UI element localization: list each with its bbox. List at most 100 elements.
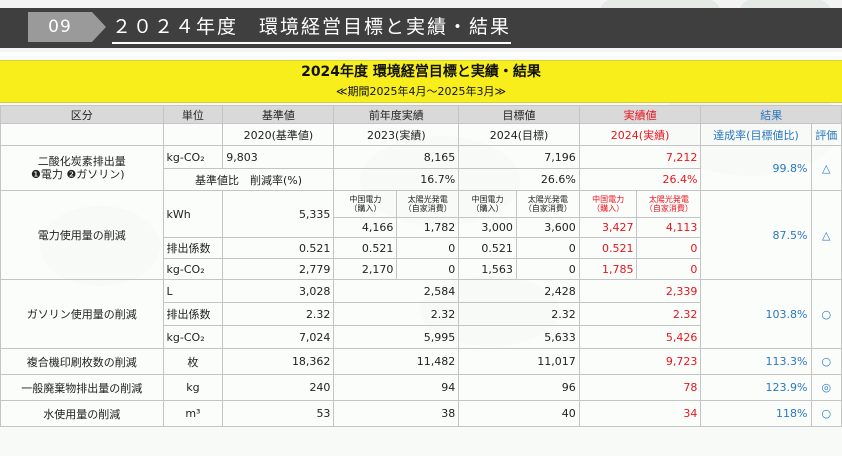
table-row: 基準値比 削減率(%) 16.7% 26.6% 26.4% bbox=[1, 168, 842, 191]
water-category: 水使用量の削減 bbox=[0, 400, 164, 427]
eval-cell: ◎ bbox=[810, 374, 842, 401]
unit-cell: kg-CO₂ bbox=[162, 145, 224, 169]
prev-cell: 2.32 bbox=[333, 302, 460, 326]
actual-purchase-cell: 0.521 bbox=[578, 237, 638, 259]
prev-solar-cell: 1,782 bbox=[396, 217, 460, 238]
prev-cell: 11,482 bbox=[333, 348, 460, 375]
prev-cell: 16.7% bbox=[333, 168, 460, 191]
table-title: 2024年度 環境経営目標と実績・結果 bbox=[0, 60, 842, 83]
sub-header-solar: 太陽光発電 （自家消費） bbox=[396, 190, 460, 218]
table-row: kg-CO₂ 7,024 5,995 5,633 5,426 bbox=[1, 325, 842, 349]
target-solar-cell: 0 bbox=[515, 258, 580, 280]
unit-cell: kg-CO₂ bbox=[162, 258, 224, 280]
target-cell: 7,196 bbox=[458, 145, 580, 169]
actual-cell: 2,339 bbox=[578, 279, 702, 303]
gasoline-category: ガソリン使用量の削減 bbox=[0, 279, 164, 349]
actual-cell: 2.32 bbox=[578, 302, 702, 326]
target-purchase-cell: 1,563 bbox=[458, 258, 517, 280]
unit-cell: kg-CO₂ bbox=[162, 325, 224, 349]
actual-cell: 26.4% bbox=[578, 168, 702, 191]
actual-purchase-cell: 1,785 bbox=[578, 258, 638, 280]
eval-cell: ○ bbox=[810, 279, 842, 349]
col-result: 結果 bbox=[700, 105, 842, 124]
co2-name: 二酸化炭素排出量 bbox=[37, 155, 126, 168]
base-sub: 2020(基準値) bbox=[222, 123, 335, 146]
actual-cell: 7,212 bbox=[578, 145, 702, 169]
empty-cell bbox=[162, 123, 224, 146]
actual-cell: 34 bbox=[578, 400, 702, 427]
prev-purchase-cell: 2,170 bbox=[333, 258, 398, 280]
sub-header-purchase: 中国電力 （購入） bbox=[578, 190, 638, 218]
prev-purchase-cell: 0.521 bbox=[333, 237, 398, 259]
co2-category: 二酸化炭素排出量 ❶電力 ❷ガソリン) bbox=[0, 145, 164, 191]
sub-header-solar: 太陽光発電 （自家消費） bbox=[636, 190, 702, 218]
rate-cell: 113.3% bbox=[700, 348, 812, 375]
prev-cell: 94 bbox=[333, 374, 460, 401]
table-row: 複合機印刷枚数の削減 枚 18,362 11,482 11,017 9,723 … bbox=[0, 348, 842, 375]
empty-cell bbox=[0, 123, 164, 146]
prev-purchase-cell: 4,166 bbox=[333, 217, 398, 238]
slide-number: 09 bbox=[28, 12, 106, 42]
base-cell: 9,803 bbox=[222, 145, 335, 169]
prev-cell: 8,165 bbox=[333, 145, 460, 169]
col-prev: 前年度実績 bbox=[333, 105, 460, 124]
prev-cell: 2,584 bbox=[333, 279, 460, 303]
table-row: 一般廃棄物排出量の削減 kg 240 94 96 78 123.9% ◎ bbox=[0, 374, 842, 401]
target-cell: 2,428 bbox=[458, 279, 580, 303]
base-cell: 5,335 bbox=[222, 190, 335, 238]
col-actual: 実績値 bbox=[578, 105, 702, 124]
banner-bar bbox=[0, 8, 842, 48]
eval-header: 評価 bbox=[810, 123, 842, 146]
prev-solar-cell: 0 bbox=[396, 258, 460, 280]
sub-header-purchase: 中国電力 （購入） bbox=[333, 190, 398, 218]
col-base: 基準値 bbox=[222, 105, 335, 124]
prev-solar-cell: 0 bbox=[396, 237, 460, 259]
actual-solar-cell: 4,113 bbox=[636, 217, 702, 238]
slide-banner: 09 ２０２４年度 環境経営目標と実績・結果 bbox=[0, 0, 842, 52]
target-cell: 5,633 bbox=[458, 325, 580, 349]
sub-header-solar: 太陽光発電 （自家消費） bbox=[515, 190, 580, 218]
actual-cell: 5,426 bbox=[578, 325, 702, 349]
unit-cell: 排出係数 bbox=[162, 237, 224, 259]
target-cell: 26.6% bbox=[458, 168, 580, 191]
base-cell: 2,779 bbox=[222, 258, 335, 280]
target-cell: 2.32 bbox=[458, 302, 580, 326]
base-cell: 7,024 bbox=[222, 325, 335, 349]
table-row: 二酸化炭素排出量 ❶電力 ❷ガソリン) kg-CO₂ 9,803 8,165 7… bbox=[0, 145, 842, 191]
header-sub-row: 2020(基準値) 2023(実績) 2024(目標) 2024(実績) 達成率… bbox=[0, 123, 842, 146]
unit-cell: 排出係数 bbox=[162, 302, 224, 326]
base-cell: 240 bbox=[222, 374, 335, 401]
base-cell: 0.521 bbox=[222, 237, 335, 259]
target-purchase-cell: 3,000 bbox=[458, 217, 517, 238]
target-cell: 11,017 bbox=[458, 348, 580, 375]
eval-cell: △ bbox=[810, 190, 842, 280]
co2-name-sub: ❶電力 ❷ガソリン) bbox=[31, 168, 125, 181]
target-solar-cell: 0 bbox=[515, 237, 580, 259]
eval-cell: ○ bbox=[810, 400, 842, 427]
table-row: 排出係数 2.32 2.32 2.32 2.32 bbox=[1, 302, 842, 326]
rate-cell: 99.8% bbox=[700, 145, 812, 191]
rate-header: 達成率(目標値比) bbox=[700, 123, 812, 146]
rate-cell: 87.5% bbox=[700, 190, 812, 280]
actual-sub: 2024(実績) bbox=[578, 123, 702, 146]
target-solar-cell: 3,600 bbox=[515, 217, 580, 238]
target-cell: 40 bbox=[458, 400, 580, 427]
table-period: ≪期間2025年4月～2025年3月≫ bbox=[0, 82, 842, 103]
col-category: 区分 bbox=[0, 105, 164, 124]
base-cell: 53 bbox=[222, 400, 335, 427]
rate-cell: 118% bbox=[700, 400, 812, 427]
electric-category: 電力使用量の削減 bbox=[0, 190, 164, 280]
waste-category: 一般廃棄物排出量の削減 bbox=[0, 374, 164, 401]
ratio-label: 基準値比 削減率(%) bbox=[162, 168, 335, 191]
copy-category: 複合機印刷枚数の削減 bbox=[0, 348, 164, 375]
unit-cell: m³ bbox=[162, 400, 224, 427]
table-row: kg-CO₂ 2,779 2,170 0 1,563 0 1,785 0 bbox=[1, 258, 842, 280]
target-cell: 96 bbox=[458, 374, 580, 401]
results-table: 区分 単位 基準値 前年度実績 目標値 実績値 結果 2020(基準値) 202… bbox=[0, 105, 842, 427]
eval-cell: ○ bbox=[810, 348, 842, 375]
base-cell: 3,028 bbox=[222, 279, 335, 303]
base-cell: 2.32 bbox=[222, 302, 335, 326]
unit-cell: L bbox=[162, 279, 224, 303]
eval-cell: △ bbox=[810, 145, 842, 191]
table-row: 電力使用量の削減 kWh 5,335 中国電力 （購入） 太陽光発電 （自家消費… bbox=[0, 190, 842, 280]
